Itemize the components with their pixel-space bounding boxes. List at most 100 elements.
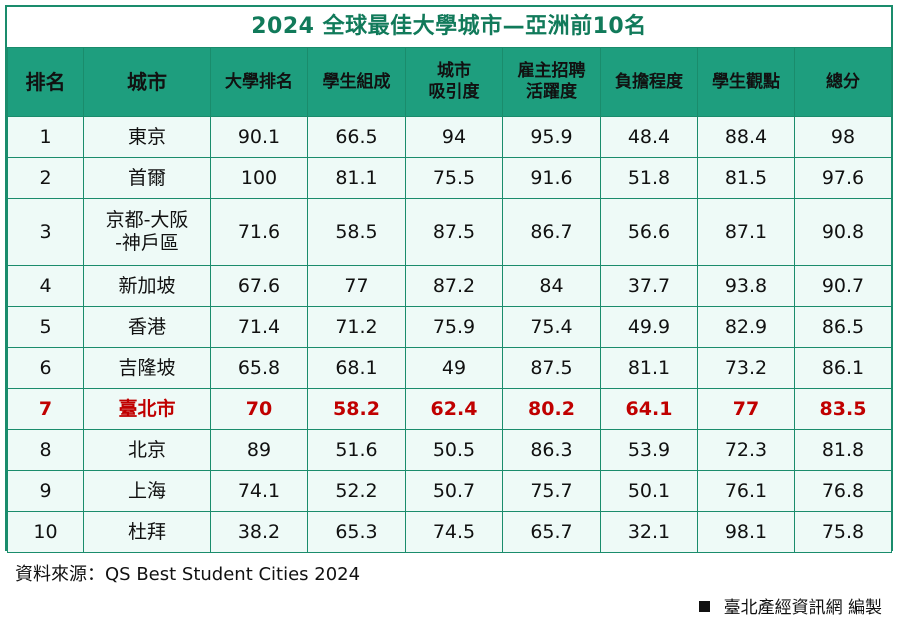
cell-rank: 2 xyxy=(7,157,84,199)
table-row: 5 香港 71.4 71.2 75.9 75.4 49.9 82.9 86.5 xyxy=(7,306,892,348)
table-row: 7 臺北市 70 58.2 62.4 80.2 64.1 77 83.5 xyxy=(7,388,892,430)
cell-employer-activity: 65.7 xyxy=(502,511,601,553)
table-row: 6 吉隆坡 65.8 68.1 49 87.5 81.1 73.2 86.1 xyxy=(7,347,892,389)
cell-student-view: 76.1 xyxy=(697,470,795,512)
cell-affordability: 50.1 xyxy=(600,470,698,512)
cell-student-mix: 68.1 xyxy=(307,347,406,389)
cell-employer-activity: 87.5 xyxy=(502,347,601,389)
cell-student-view: 87.1 xyxy=(697,198,795,266)
cell-desirability: 74.5 xyxy=(405,511,503,553)
cell-student-mix: 71.2 xyxy=(307,306,406,348)
header-employer-line1: 雇主招聘 xyxy=(517,61,586,81)
cell-overall: 97.6 xyxy=(794,157,892,199)
cell-student-mix: 51.6 xyxy=(307,429,406,471)
cell-rank: 3 xyxy=(7,198,84,266)
table-row: 2 首爾 100 81.1 75.5 91.6 51.8 81.5 97.6 xyxy=(7,157,892,199)
city-line-2: -神戶區 xyxy=(115,232,179,254)
cell-overall: 76.8 xyxy=(794,470,892,512)
table-frame: 2024 全球最佳大學城市—亞洲前10名 排名 城市 大學排名 學生組成 城市 … xyxy=(5,5,893,553)
cell-employer-activity: 91.6 xyxy=(502,157,601,199)
cell-rankings: 89 xyxy=(210,429,308,471)
cell-affordability: 48.4 xyxy=(600,116,698,158)
cell-city: 東京 xyxy=(83,116,211,158)
cell-student-view: 72.3 xyxy=(697,429,795,471)
cell-student-mix: 66.5 xyxy=(307,116,406,158)
cell-rankings: 65.8 xyxy=(210,347,308,389)
cell-student-mix: 58.2 xyxy=(307,388,406,430)
cell-city: 京都-大阪 -神戶區 xyxy=(83,198,211,266)
cell-affordability: 64.1 xyxy=(600,388,698,430)
cell-student-view: 81.5 xyxy=(697,157,795,199)
cell-city: 新加坡 xyxy=(83,265,211,307)
cell-rankings: 71.6 xyxy=(210,198,308,266)
cell-employer-activity: 86.7 xyxy=(502,198,601,266)
cell-desirability: 87.5 xyxy=(405,198,503,266)
cell-affordability: 37.7 xyxy=(600,265,698,307)
cell-affordability: 32.1 xyxy=(600,511,698,553)
cell-city: 吉隆坡 xyxy=(83,347,211,389)
cell-desirability: 75.9 xyxy=(405,306,503,348)
cell-employer-activity: 86.3 xyxy=(502,429,601,471)
cell-rankings: 67.6 xyxy=(210,265,308,307)
cell-city: 北京 xyxy=(83,429,211,471)
cell-affordability: 53.9 xyxy=(600,429,698,471)
header-city: 城市 xyxy=(83,47,211,117)
cell-employer-activity: 75.4 xyxy=(502,306,601,348)
credit-note: 臺北產經資訊網 編製 xyxy=(698,593,882,618)
cell-rank: 1 xyxy=(7,116,84,158)
table-row: 4 新加坡 67.6 77 87.2 84 37.7 93.8 90.7 xyxy=(7,265,892,307)
cell-desirability: 49 xyxy=(405,347,503,389)
cell-desirability: 50.7 xyxy=(405,470,503,512)
header-affordability: 負擔程度 xyxy=(600,47,698,117)
cell-rank: 7 xyxy=(7,388,84,430)
source-note: 資料來源：QS Best Student Cities 2024 xyxy=(15,564,361,585)
cell-rankings: 100 xyxy=(210,157,308,199)
cell-rankings: 90.1 xyxy=(210,116,308,158)
square-bullet-icon xyxy=(698,601,710,612)
cell-affordability: 51.8 xyxy=(600,157,698,199)
cell-rank: 6 xyxy=(7,347,84,389)
cell-rankings: 38.2 xyxy=(210,511,308,553)
table-row: 1 東京 90.1 66.5 94 95.9 48.4 88.4 98 xyxy=(7,116,892,158)
cell-city: 香港 xyxy=(83,306,211,348)
cell-affordability: 49.9 xyxy=(600,306,698,348)
cell-student-view: 93.8 xyxy=(697,265,795,307)
cell-employer-activity: 84 xyxy=(502,265,601,307)
cell-student-view: 77 xyxy=(697,388,795,430)
credit-text: 臺北產經資訊網 編製 xyxy=(723,598,882,618)
cell-rank: 8 xyxy=(7,429,84,471)
cell-rankings: 74.1 xyxy=(210,470,308,512)
cell-student-view: 82.9 xyxy=(697,306,795,348)
cell-desirability: 50.5 xyxy=(405,429,503,471)
cell-desirability: 75.5 xyxy=(405,157,503,199)
cell-city: 上海 xyxy=(83,470,211,512)
table-row: 8 北京 89 51.6 50.5 86.3 53.9 72.3 81.8 xyxy=(7,429,892,471)
cell-student-view: 88.4 xyxy=(697,116,795,158)
cell-student-view: 98.1 xyxy=(697,511,795,553)
cell-overall: 90.7 xyxy=(794,265,892,307)
cell-desirability: 94 xyxy=(405,116,503,158)
header-overall: 總分 xyxy=(794,47,892,117)
table-row: 10 杜拜 38.2 65.3 74.5 65.7 32.1 98.1 75.8 xyxy=(7,511,892,553)
cell-student-mix: 58.5 xyxy=(307,198,406,266)
cell-city: 首爾 xyxy=(83,157,211,199)
header-desirability-line1: 城市 xyxy=(437,61,471,81)
cell-rank: 9 xyxy=(7,470,84,512)
cell-student-mix: 81.1 xyxy=(307,157,406,199)
table-row: 9 上海 74.1 52.2 50.7 75.7 50.1 76.1 76.8 xyxy=(7,470,892,512)
header-student-view: 學生觀點 xyxy=(697,47,795,117)
cell-affordability: 81.1 xyxy=(600,347,698,389)
cell-overall: 75.8 xyxy=(794,511,892,553)
header-row: 排名 城市 大學排名 學生組成 城市 吸引度 雇主招聘 活躍度 負擔程度 學生觀… xyxy=(7,47,892,117)
header-rankings: 大學排名 xyxy=(210,47,308,117)
cell-employer-activity: 80.2 xyxy=(502,388,601,430)
cell-overall: 98 xyxy=(794,116,892,158)
cell-desirability: 87.2 xyxy=(405,265,503,307)
cell-rank: 5 xyxy=(7,306,84,348)
cell-overall: 86.5 xyxy=(794,306,892,348)
cell-employer-activity: 95.9 xyxy=(502,116,601,158)
cell-rankings: 70 xyxy=(210,388,308,430)
cell-overall: 81.8 xyxy=(794,429,892,471)
cell-student-view: 73.2 xyxy=(697,347,795,389)
header-employer-line2: 活躍度 xyxy=(526,82,577,102)
